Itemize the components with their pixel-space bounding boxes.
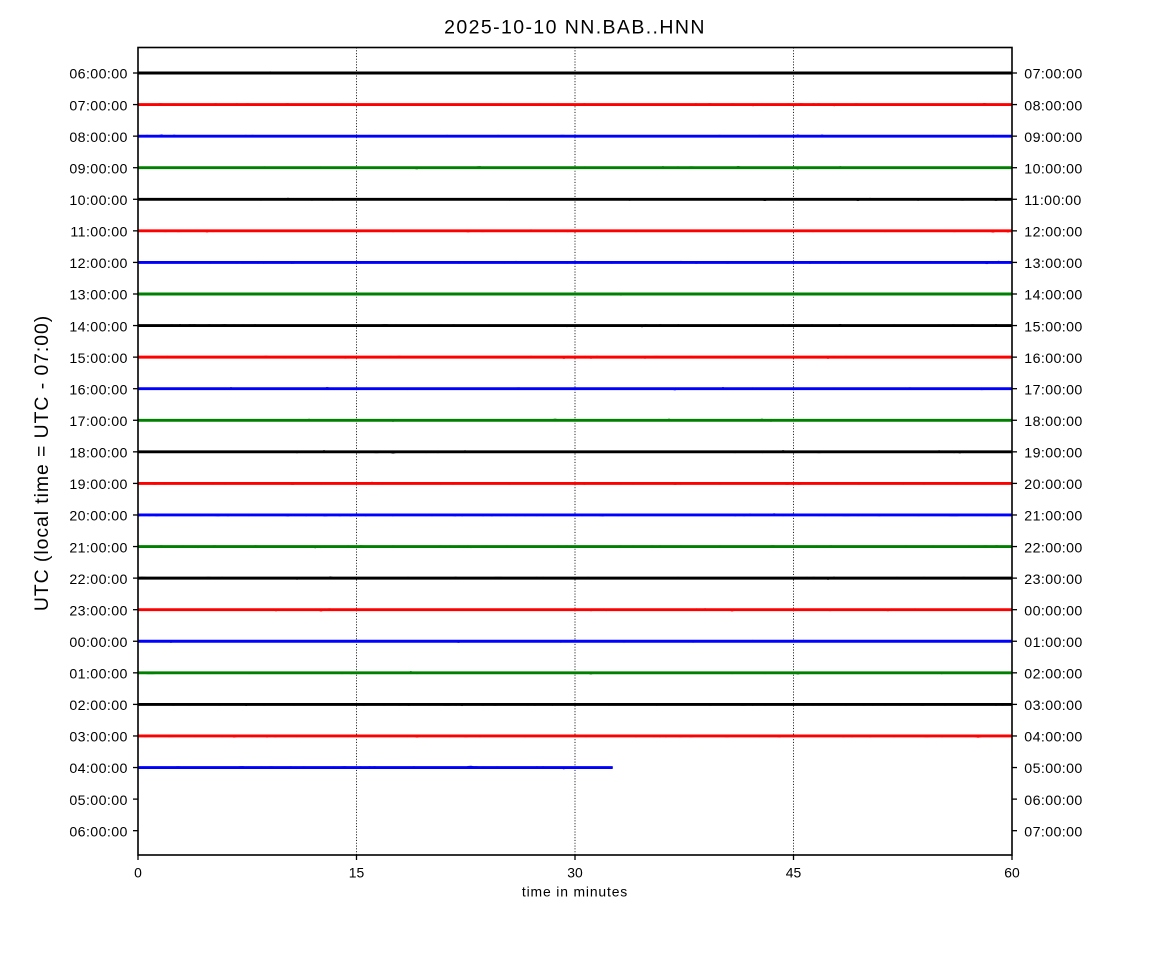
svg-text:23:00:00: 23:00:00 (1024, 572, 1082, 588)
svg-text:60: 60 (1004, 864, 1020, 880)
svg-text:04:00:00: 04:00:00 (1024, 730, 1082, 746)
svg-text:17:00:00: 17:00:00 (69, 414, 127, 430)
svg-text:13:00:00: 13:00:00 (69, 288, 127, 304)
svg-text:21:00:00: 21:00:00 (1024, 509, 1082, 525)
svg-text:15: 15 (349, 864, 365, 880)
svg-text:03:00:00: 03:00:00 (1024, 698, 1082, 714)
svg-text:11:00:00: 11:00:00 (70, 225, 127, 241)
svg-text:18:00:00: 18:00:00 (69, 446, 127, 462)
svg-text:23:00:00: 23:00:00 (69, 603, 127, 619)
svg-text:06:00:00: 06:00:00 (69, 67, 127, 83)
svg-text:10:00:00: 10:00:00 (1024, 161, 1082, 177)
svg-text:16:00:00: 16:00:00 (1024, 351, 1082, 367)
svg-text:11:00:00: 11:00:00 (1024, 193, 1081, 209)
svg-text:09:00:00: 09:00:00 (69, 161, 127, 177)
svg-text:02:00:00: 02:00:00 (1024, 667, 1082, 683)
svg-text:14:00:00: 14:00:00 (69, 319, 127, 335)
svg-text:07:00:00: 07:00:00 (69, 98, 127, 114)
svg-text:15:00:00: 15:00:00 (1024, 319, 1082, 335)
svg-text:21:00:00: 21:00:00 (69, 540, 127, 556)
svg-text:time in minutes: time in minutes (522, 883, 628, 899)
svg-text:45: 45 (786, 864, 802, 880)
svg-text:08:00:00: 08:00:00 (69, 130, 127, 146)
svg-text:17:00:00: 17:00:00 (1024, 382, 1082, 398)
svg-text:12:00:00: 12:00:00 (69, 256, 127, 272)
svg-text:12:00:00: 12:00:00 (1024, 225, 1082, 241)
svg-text:01:00:00: 01:00:00 (69, 667, 127, 683)
svg-text:14:00:00: 14:00:00 (1024, 288, 1082, 304)
svg-text:UTC (local time = UTC - 07:00): UTC (local time = UTC - 07:00) (31, 315, 53, 611)
svg-text:19:00:00: 19:00:00 (69, 477, 127, 493)
svg-text:20:00:00: 20:00:00 (69, 509, 127, 525)
svg-text:18:00:00: 18:00:00 (1024, 414, 1082, 430)
svg-text:05:00:00: 05:00:00 (1024, 761, 1082, 777)
svg-text:08:00:00: 08:00:00 (1024, 98, 1082, 114)
svg-text:00:00:00: 00:00:00 (1024, 603, 1082, 619)
svg-text:01:00:00: 01:00:00 (1024, 635, 1082, 651)
svg-text:02:00:00: 02:00:00 (69, 698, 127, 714)
svg-text:07:00:00: 07:00:00 (1024, 67, 1082, 83)
svg-text:07:00:00: 07:00:00 (1024, 824, 1082, 840)
svg-text:04:00:00: 04:00:00 (69, 761, 127, 777)
svg-text:05:00:00: 05:00:00 (69, 793, 127, 809)
svg-text:22:00:00: 22:00:00 (69, 572, 127, 588)
svg-text:0: 0 (134, 864, 142, 880)
svg-text:20:00:00: 20:00:00 (1024, 477, 1082, 493)
svg-text:22:00:00: 22:00:00 (1024, 540, 1082, 556)
svg-text:16:00:00: 16:00:00 (69, 382, 127, 398)
svg-text:30: 30 (567, 864, 583, 880)
svg-text:00:00:00: 00:00:00 (69, 635, 127, 651)
svg-text:10:00:00: 10:00:00 (69, 193, 127, 209)
svg-text:19:00:00: 19:00:00 (1024, 446, 1082, 462)
svg-text:2025-10-10 NN.BAB..HNN: 2025-10-10 NN.BAB..HNN (444, 17, 706, 39)
svg-text:09:00:00: 09:00:00 (1024, 130, 1082, 146)
svg-text:03:00:00: 03:00:00 (69, 730, 127, 746)
svg-text:06:00:00: 06:00:00 (1024, 793, 1082, 809)
svg-text:15:00:00: 15:00:00 (69, 351, 127, 367)
svg-text:06:00:00: 06:00:00 (69, 824, 127, 840)
svg-text:13:00:00: 13:00:00 (1024, 256, 1082, 272)
